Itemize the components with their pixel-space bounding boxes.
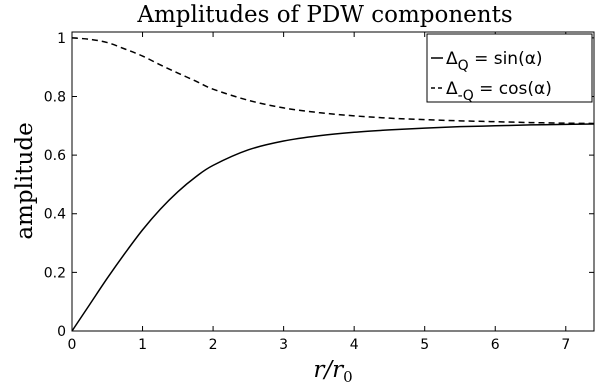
y-tick-label: 0.8 [44,89,66,105]
y-tick-label: 1 [57,31,66,47]
legend-entry-cos-sub: -Q [458,88,474,104]
legend-entry-cos-rest: = cos(α) [474,79,552,99]
legend-box [426,33,593,103]
x-tick-label: 4 [350,337,359,353]
legend: ΔQ = sin(α) Δ-Q = cos(α) [426,33,593,104]
y-axis-label: amplitude [12,122,38,239]
series-line-cos [71,37,595,125]
x-tick-label: 6 [491,337,500,353]
legend-entry-sin-sub: Q [458,58,469,74]
y-tick-label: 0 [57,324,66,340]
x-axis-ticks: 0 1 2 3 4 5 6 7 [68,32,570,353]
y-axis-ticks: 0 0.2 0.4 0.6 0.8 1 [44,31,594,340]
x-tick-label: 2 [209,337,218,353]
plot-frame [71,31,595,332]
x-tick-label: 1 [138,337,147,353]
x-tick-label: 3 [279,337,288,353]
legend-entry-cos: Δ-Q = cos(α) [446,79,552,104]
y-tick-label: 0.4 [44,207,66,223]
legend-entry-cos-main: Δ [446,79,458,99]
series-layer [71,37,595,332]
x-axis-label: r/r0 [313,357,352,386]
legend-entry-sin-main: Δ [446,49,458,69]
plot-area: 0 1 2 3 4 5 6 7 0 0.2 0.4 0.6 0.8 1 [44,31,595,353]
x-axis-label-subscript: 0 [343,368,353,386]
y-tick-label: 0.2 [44,265,66,281]
x-tick-label: 5 [420,337,429,353]
x-tick-label: 7 [561,337,570,353]
legend-entry-sin-rest: = sin(α) [469,49,543,69]
x-tick-label: 0 [68,337,77,353]
x-axis-label-main: r/r [313,357,345,383]
y-tick-label: 0.6 [44,148,66,164]
series-line-sin [71,123,595,332]
legend-entry-sin: ΔQ = sin(α) [446,49,543,74]
chart-title: Amplitudes of PDW components [136,2,512,28]
